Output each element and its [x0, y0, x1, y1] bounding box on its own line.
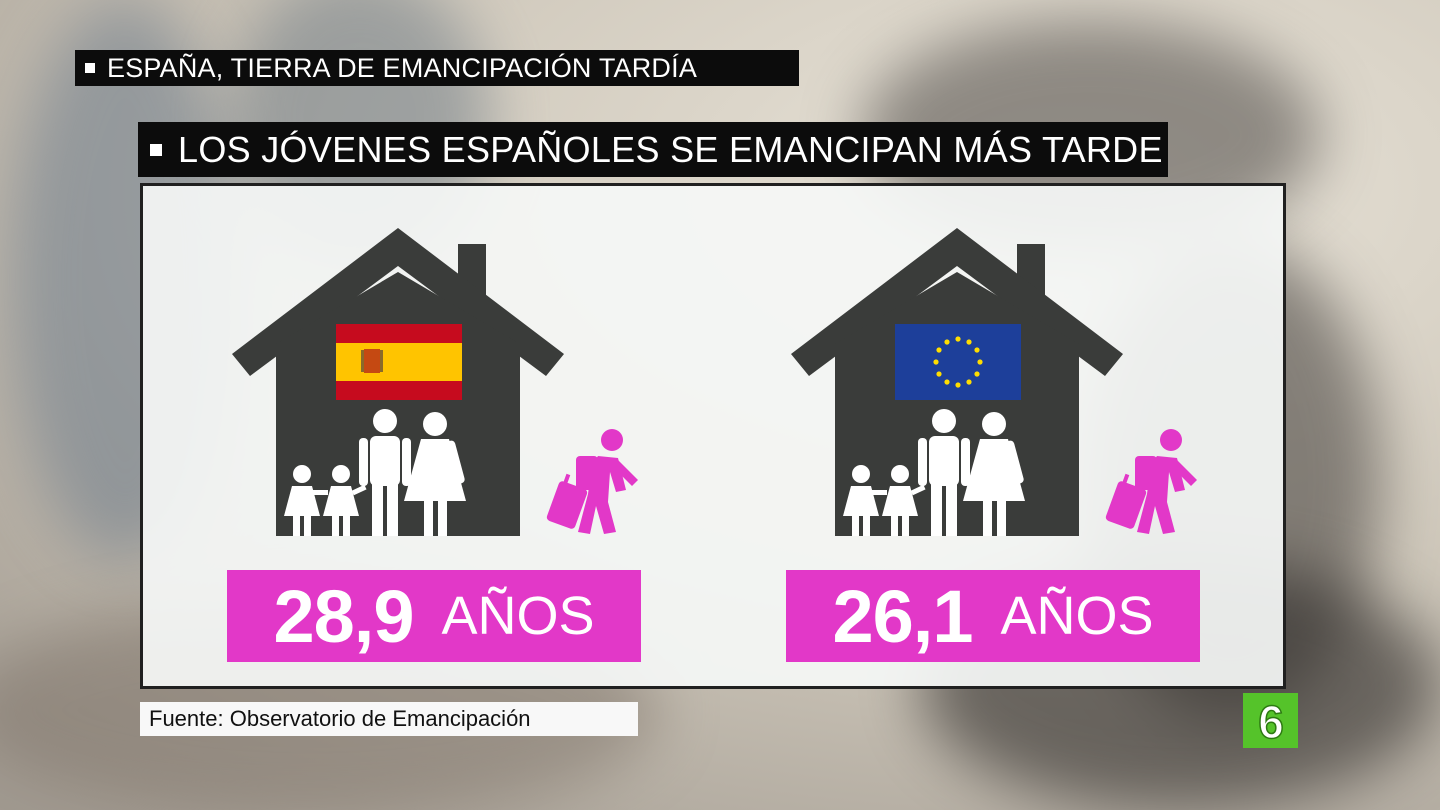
family-icon [843, 409, 1025, 536]
spain-flag [336, 324, 462, 400]
family-icon [284, 409, 466, 536]
house-icon [232, 228, 564, 536]
headline-banner: LOS JÓVENES ESPAÑOLES SE EMANCIPAN MÁS T… [138, 122, 1168, 177]
lower-third-text: ESPAÑA, TIERRA DE EMANCIPACIÓN TARDÍA [107, 52, 698, 83]
source-text: Fuente: Observatorio de Emancipación [149, 706, 531, 731]
age-value: 28,9 [273, 574, 414, 658]
traveler-with-suitcase-icon [546, 429, 638, 534]
eu-flag [895, 324, 1021, 400]
bullet-square-icon [85, 63, 95, 73]
source-caption: Fuente: Observatorio de Emancipación [140, 702, 638, 736]
svg-text:6: 6 [1258, 698, 1284, 744]
age-unit: AÑOS [1000, 586, 1154, 646]
bullet-square-icon [150, 143, 162, 156]
lower-third-banner: ESPAÑA, TIERRA DE EMANCIPACIÓN TARDÍA [75, 50, 799, 86]
age-box-eu: 26,1 AÑOS [786, 570, 1200, 662]
lasexta-logo-icon: 6 [1243, 693, 1298, 748]
headline-text: LOS JÓVENES ESPAÑOLES SE EMANCIPAN MÁS T… [178, 128, 1163, 170]
age-unit: AÑOS [441, 586, 595, 646]
traveler-with-suitcase-icon [1105, 429, 1197, 534]
house-icon [791, 228, 1123, 536]
six-logo-icon: 6 [1257, 698, 1284, 744]
age-box-spain: 28,9 AÑOS [227, 570, 641, 662]
age-value: 26,1 [832, 574, 973, 658]
infographic-panel: 28,9 AÑOS [140, 183, 1286, 689]
